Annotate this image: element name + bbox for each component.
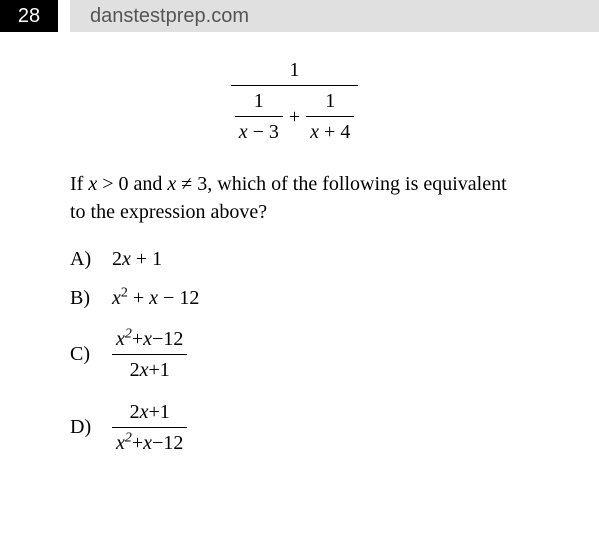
right-den-n: 4 [340,121,350,143]
cc-nb: + [132,328,143,350]
choice-a-letter: A) [70,248,98,271]
q-cond2-op: ≠ [176,173,197,195]
cc-nsup: 2 [125,326,132,341]
cc-num: x2+x−12 [112,326,187,354]
cd-da: x [116,432,125,454]
outer-numerator: 1 [286,57,304,85]
left-den-n: 3 [269,121,279,143]
choice-a-expr: 2x + 1 [112,248,162,271]
cd-den: x2+x−12 [112,428,187,456]
left-denominator: x − 3 [235,117,283,145]
right-den-x: x [310,121,319,143]
q-and: and [129,173,168,195]
outer-denominator: 1 x − 3 + 1 x + 4 [231,86,359,145]
header-gap [58,0,70,32]
choice-d-letter: D) [70,416,98,439]
cd-na: 2 [130,401,140,423]
cc-dc: +1 [148,359,169,381]
cb-4: − 12 [158,287,199,309]
plus-sign: + [289,104,300,130]
cd-db: + [132,432,143,454]
main-expression: 1 1 x − 3 + 1 x + 4 [70,57,519,145]
cb-1: x [112,287,121,309]
ca-3: + 1 [131,248,162,270]
cc-nd: −12 [152,328,183,350]
choice-c-expr: x2+x−12 2x+1 [112,326,187,383]
right-den-op: + [319,121,340,143]
outer-fraction: 1 1 x − 3 + 1 x + 4 [231,57,359,145]
q-cond2-x: x [167,173,176,195]
answer-choices: A) 2x + 1 B) x2 + x − 12 C) x2+x−12 2x+1… [70,248,519,456]
question-text: If x > 0 and x ≠ 3, which of the followi… [70,170,519,226]
left-fraction: 1 x − 3 [235,88,283,145]
q-pre: If [70,173,88,195]
cd-dsup: 2 [125,430,132,445]
question-number: 28 [0,0,58,32]
left-den-op: − [248,121,269,143]
left-numerator: 1 [250,88,268,116]
cd-dc: x [143,432,152,454]
cc-nc: x [143,328,152,350]
denominator-sum: 1 x − 3 + 1 x + 4 [235,88,355,145]
cc-na: x [116,328,125,350]
q-cond1-x: x [88,173,97,195]
ca-1: 2 [112,248,122,270]
cd-nc: +1 [148,401,169,423]
q-cond1-r: 0 [119,173,129,195]
cd-dd: −12 [152,432,183,454]
cc-da: 2 [130,359,140,381]
cd-num: 2x+1 [126,399,174,427]
choice-b-letter: B) [70,287,98,310]
right-denominator: x + 4 [306,117,354,145]
cc-den: 2x+1 [126,355,174,383]
question-header: 28 danstestprep.com [0,0,599,32]
choice-b-expr: x2 + x − 12 [112,287,199,310]
left-den-x: x [239,121,248,143]
choice-c-letter: C) [70,343,98,366]
ca-2: x [122,248,131,270]
right-numerator: 1 [321,88,339,116]
source-label: danstestprep.com [70,0,599,32]
choice-c-fraction: x2+x−12 2x+1 [112,326,187,383]
q-cond1-op: > [97,173,118,195]
choice-d[interactable]: D) 2x+1 x2+x−12 [70,399,519,456]
right-fraction: 1 x + 4 [306,88,354,145]
choice-d-expr: 2x+1 x2+x−12 [112,399,187,456]
cb-3: x [149,287,158,309]
choice-a[interactable]: A) 2x + 1 [70,248,519,271]
choice-b[interactable]: B) x2 + x − 12 [70,287,519,310]
choice-c[interactable]: C) x2+x−12 2x+1 [70,326,519,383]
choice-d-fraction: 2x+1 x2+x−12 [112,399,187,456]
q-cond2-r: 3 [197,173,207,195]
cb-sup: 2 [121,285,128,300]
cb-2: + [128,287,149,309]
question-content: 1 1 x − 3 + 1 x + 4 [0,32,599,456]
